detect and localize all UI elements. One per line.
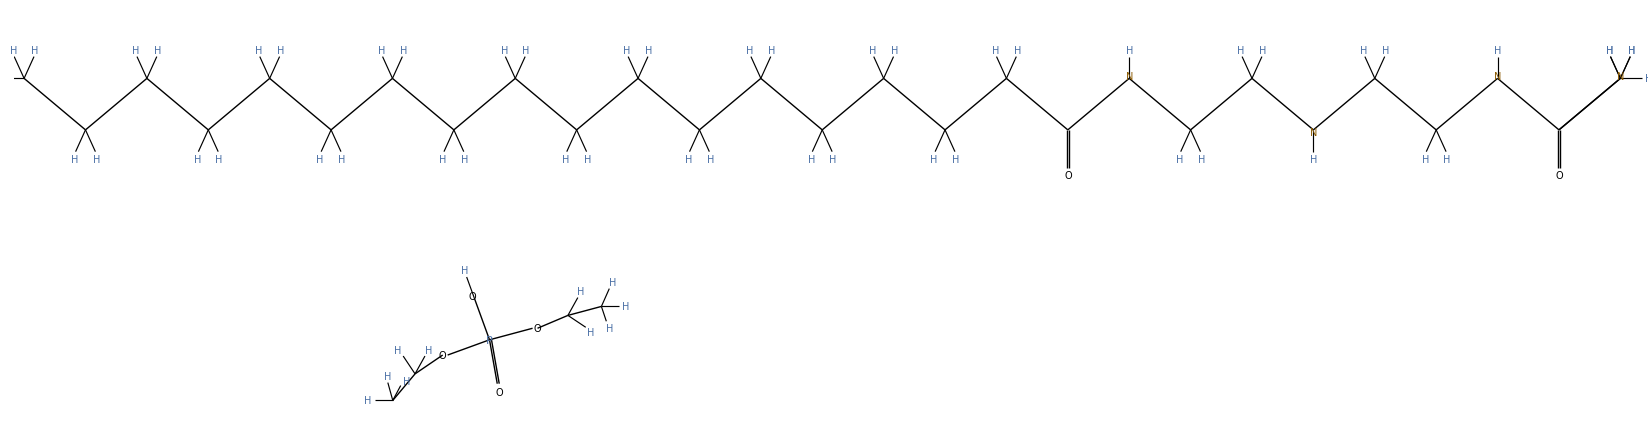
Text: H: H [461,265,468,276]
Text: H: H [316,154,325,164]
Text: H: H [384,371,392,381]
Text: H: H [31,46,38,56]
Text: H: H [608,277,616,287]
Text: N: N [1310,127,1317,138]
Text: P: P [486,335,493,345]
Text: H: H [338,154,346,164]
Text: O: O [438,350,447,360]
Text: H: H [808,154,816,164]
Text: H: H [92,154,101,164]
Text: H: H [868,46,877,56]
Text: H: H [1126,46,1132,56]
Text: H: H [992,46,999,56]
Text: N: N [1126,72,1132,82]
Text: O: O [534,324,541,333]
Text: H: H [71,154,79,164]
Text: H: H [623,302,630,312]
Text: H: H [686,154,692,164]
Text: H: H [562,154,570,164]
Text: H: H [747,46,753,56]
Text: H: H [829,154,837,164]
Text: H: H [1493,46,1501,56]
Text: H: H [377,46,386,56]
Text: H: H [522,46,531,56]
Text: H: H [10,46,16,56]
Text: H: H [216,154,222,164]
Text: H: H [400,46,407,56]
Text: H: H [1645,74,1648,84]
Text: O: O [468,291,476,301]
Text: H: H [425,345,433,355]
Text: H: H [587,328,595,337]
Text: H: H [1310,154,1317,164]
Text: H: H [501,46,508,56]
Text: N: N [1617,72,1623,82]
Text: H: H [1628,46,1635,56]
Text: O: O [1065,171,1071,181]
Text: H: H [1238,46,1244,56]
Text: H: H [364,396,372,406]
Text: H: H [1628,46,1635,56]
Text: H: H [1198,154,1205,164]
Text: O: O [1556,171,1562,181]
Text: H: H [404,376,410,386]
Text: H: H [194,154,201,164]
Text: H: H [1422,154,1429,164]
Text: H: H [1259,46,1267,56]
Text: H: H [1444,154,1450,164]
Text: H: H [953,154,959,164]
Text: H: H [394,345,400,355]
Text: H: H [707,154,714,164]
Text: H: H [768,46,776,56]
Text: H: H [277,46,283,56]
Text: H: H [605,324,613,333]
Text: H: H [892,46,898,56]
Text: H: H [646,46,653,56]
Text: H: H [583,154,592,164]
Text: H: H [155,46,162,56]
Text: H: H [461,154,468,164]
Text: H: H [1177,154,1183,164]
Text: H: H [1360,46,1368,56]
Text: H: H [1383,46,1389,56]
Text: H: H [623,46,631,56]
Text: H: H [931,154,938,164]
Text: H: H [255,46,262,56]
Text: H: H [1605,46,1613,56]
Text: O: O [496,387,503,397]
Text: H: H [132,46,140,56]
Text: H: H [1014,46,1022,56]
Text: H: H [577,286,585,296]
Text: H: H [440,154,447,164]
Text: N: N [1493,72,1501,82]
Text: H: H [1605,46,1613,56]
